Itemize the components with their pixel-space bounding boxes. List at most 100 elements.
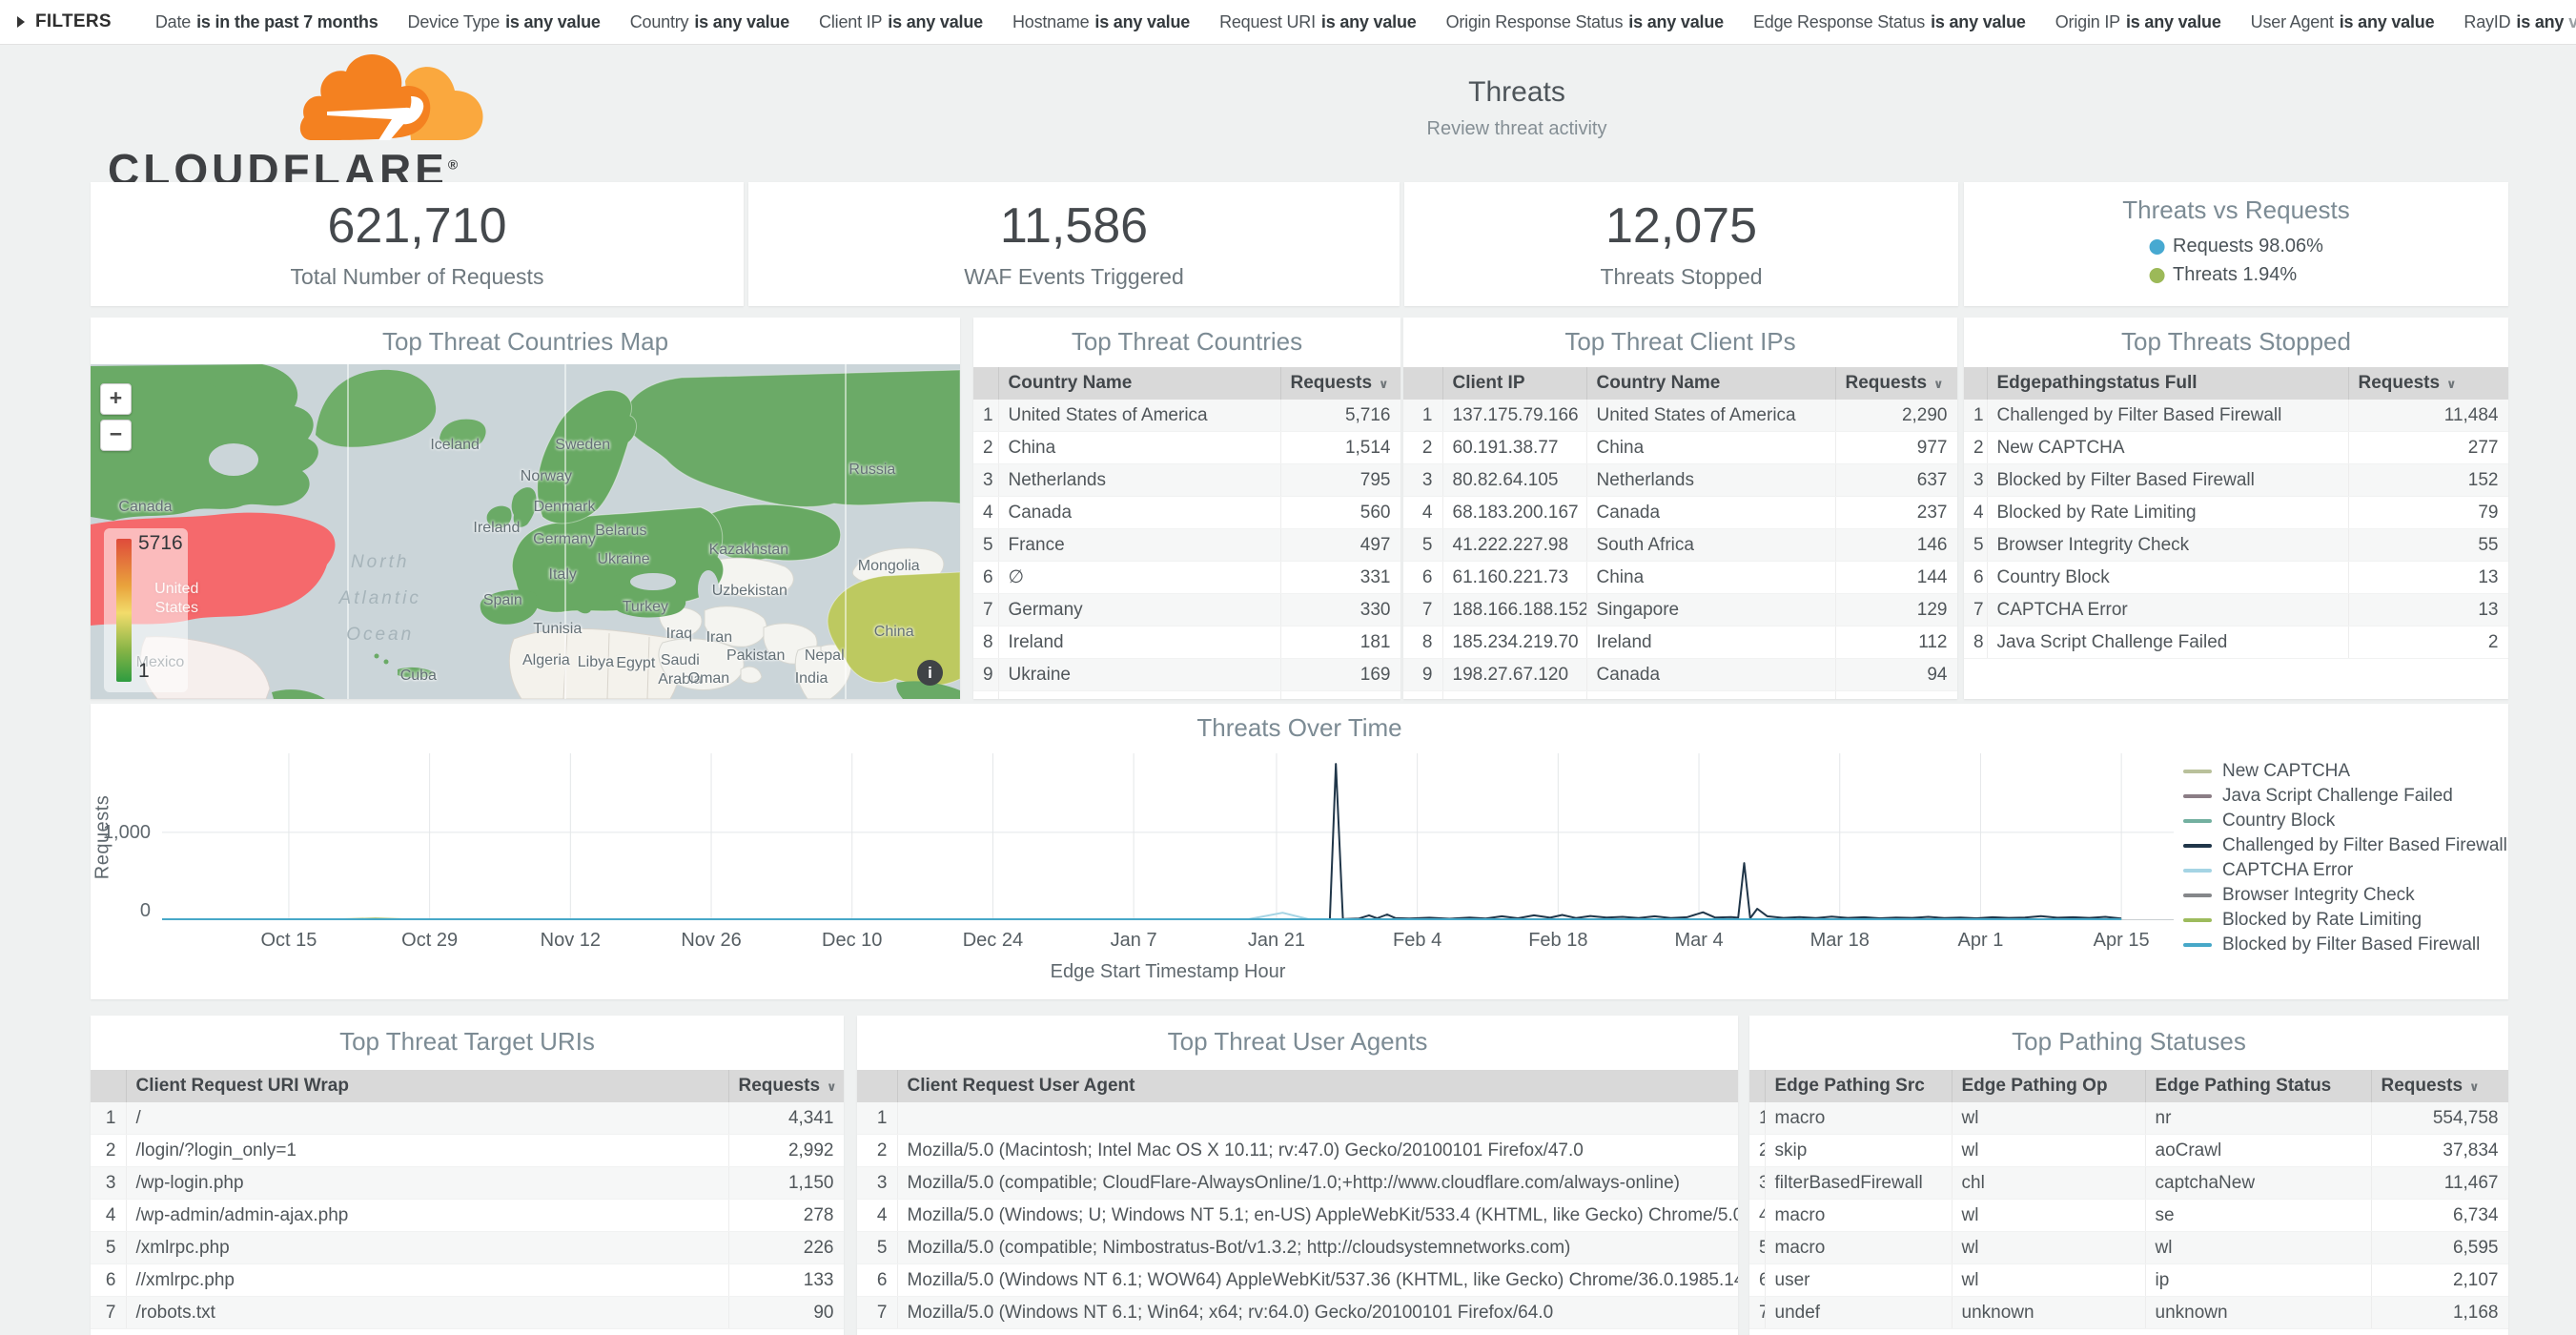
table-row[interactable]: 7 undef unknown unknown 1,168 — [1749, 1296, 2508, 1329]
table-row[interactable]: 7 188.166.188.152 Singapore 129 — [1403, 593, 1957, 626]
table-row[interactable]: 4 /wp-admin/admin-ajax.php 278 — [91, 1199, 844, 1232]
page-subtitle: Review threat activity — [1426, 118, 1607, 139]
table-row[interactable]: 3 Blocked by Filter Based Firewall 152 — [1964, 463, 2508, 497]
table-row[interactable]: 3 filterBasedFirewall chl captchaNew 11,… — [1749, 1166, 2508, 1200]
table-row[interactable]: 3 /wp-login.php 1,150 — [91, 1166, 844, 1200]
table-row[interactable]: 2 60.191.38.77 China 977 — [1403, 431, 1957, 464]
column-header[interactable]: Country Name — [1586, 367, 1836, 400]
filter-chip[interactable]: Date is in the past 7 months — [154, 11, 378, 31]
table-row[interactable]: 4 macro wl se 6,734 — [1749, 1199, 2508, 1232]
table-row[interactable]: 5 /xmlrpc.php 226 — [91, 1231, 844, 1264]
threat-map-card: Top Threat Countries Map — [91, 318, 960, 699]
filter-chip[interactable]: Client IP is any value — [819, 11, 983, 31]
legend-item[interactable]: Threats 1.94% — [2149, 264, 2323, 286]
chart-legend-item[interactable]: Blocked by Rate Limiting — [2183, 908, 2507, 933]
filter-chip[interactable]: Request URI is any value — [1219, 11, 1417, 31]
column-header[interactable]: Client IP — [1442, 367, 1587, 400]
table-row[interactable]: 5 41.222.227.98 South Africa 146 — [1403, 528, 1957, 562]
chart-legend-item[interactable]: Challenged by Filter Based Firewall — [2183, 833, 2507, 858]
table-row[interactable]: 6 Country Block 13 — [1964, 561, 2508, 594]
table-row[interactable]: 5 France 497 — [973, 528, 1400, 562]
legend-item[interactable]: Requests 98.06% — [2149, 236, 2323, 257]
table-row[interactable]: 1 137.175.79.166 United States of Americ… — [1403, 400, 1957, 432]
sort-caret-icon: ∨ — [2469, 1079, 2480, 1094]
table-row[interactable]: 6 ∅ 331 — [973, 561, 1400, 594]
table-row[interactable]: 7 Germany 330 — [973, 593, 1400, 626]
column-header-sortable[interactable]: Requests ∨ — [2348, 367, 2508, 400]
filter-chip[interactable]: Hostname is any value — [1012, 11, 1191, 31]
x-tick-label: Dec 24 — [962, 930, 1024, 951]
table-row[interactable]: 2 skip wl aoCrawl 37,834 — [1749, 1134, 2508, 1167]
table-row[interactable]: 7 Mozilla/5.0 (Windows NT 6.1; Win64; x6… — [857, 1296, 1738, 1329]
table-row[interactable]: 4 Mozilla/5.0 (Windows; U; Windows NT 5.… — [857, 1199, 1738, 1232]
column-header[interactable]: Country Name — [998, 367, 1281, 400]
table-row[interactable]: 9 198.27.67.120 Canada 94 — [1403, 658, 1957, 691]
filter-chip[interactable]: Device Type is any value — [407, 11, 601, 31]
table-row[interactable]: 1 / 4,341 — [91, 1102, 844, 1135]
chart-legend-item[interactable]: Blocked by Filter Based Firewall — [2183, 933, 2507, 957]
column-header-sortable[interactable]: Requests ∨ — [1835, 367, 1957, 400]
y-tick-label: 0 — [139, 900, 151, 921]
table-row[interactable]: 5 macro wl wl 6,595 — [1749, 1231, 2508, 1264]
table-row[interactable]: 2 /login/?login_only=1 2,992 — [91, 1134, 844, 1167]
table-row[interactable]: 6 //xmlrpc.php 133 — [91, 1263, 844, 1297]
y-tick-label: 1,000 — [102, 822, 151, 843]
table-row[interactable]: 3 Mozilla/5.0 (compatible; CloudFlare-Al… — [857, 1166, 1738, 1200]
card-title: Threats vs Requests — [2122, 195, 2350, 224]
table-row[interactable]: 2 China 1,514 — [973, 431, 1400, 464]
column-header[interactable]: Edge Pathing Src — [1765, 1070, 1952, 1102]
table-row[interactable]: 4 68.183.200.167 Canada 237 — [1403, 496, 1957, 529]
column-header[interactable]: Edge Pathing Status — [2145, 1070, 2372, 1102]
table-row[interactable]: 5 Mozilla/5.0 (compatible; Nimbostratus-… — [857, 1231, 1738, 1264]
map-zoom-in-button[interactable]: + — [100, 383, 132, 415]
table-row[interactable]: 8 Java Script Challenge Failed 2 — [1964, 626, 2508, 659]
table-row[interactable]: 1 United States of America 5,716 — [973, 400, 1400, 432]
table-row[interactable]: 7 /robots.txt 90 — [91, 1296, 844, 1329]
filter-chip[interactable]: Edge Response Status is any value — [1752, 11, 2026, 31]
table-row[interactable]: 4 Blocked by Rate Limiting 79 — [1964, 496, 2508, 529]
filter-chip[interactable]: Country is any value — [629, 11, 790, 31]
table-row[interactable]: 8 Ireland 181 — [973, 626, 1400, 659]
column-header-sortable[interactable]: Requests ∨ — [728, 1070, 844, 1102]
chart-legend-item[interactable]: New CAPTCHA — [2183, 759, 2507, 784]
column-header-sortable[interactable]: Requests ∨ — [2371, 1070, 2508, 1102]
table-row[interactable]: 7 CAPTCHA Error 13 — [1964, 593, 2508, 626]
map-zoom-out-button[interactable]: − — [100, 420, 132, 451]
table-row[interactable]: 1 Challenged by Filter Based Firewall 11… — [1964, 400, 2508, 432]
table-row[interactable]: 8 185.234.219.70 Ireland 112 — [1403, 626, 1957, 659]
map-info-button[interactable]: i — [917, 660, 943, 686]
table-row[interactable]: 10 61.160.247.127 China 88 — [1403, 690, 1957, 699]
table-row[interactable]: 3 Netherlands 795 — [973, 463, 1400, 497]
column-header[interactable]: Client Request User Agent — [897, 1070, 1738, 1102]
column-header[interactable]: Client Request URI Wrap — [126, 1070, 729, 1102]
filters-toggle[interactable]: FILTERS — [17, 11, 112, 32]
table-row[interactable]: 2 Mozilla/5.0 (Macintosh; Intel Mac OS X… — [857, 1134, 1738, 1167]
column-header[interactable]: Edge Pathing Op — [1952, 1070, 2146, 1102]
table-row[interactable]: 4 Canada 560 — [973, 496, 1400, 529]
table-row[interactable]: 1 macro wl nr 554,758 — [1749, 1102, 2508, 1135]
chart-legend-item[interactable]: Country Block — [2183, 809, 2507, 833]
table-row[interactable]: 9 Ukraine 169 — [973, 658, 1400, 691]
chart-legend-item[interactable]: CAPTCHA Error — [2183, 858, 2507, 883]
table-row[interactable]: 6 user wl ip 2,107 — [1749, 1263, 2508, 1297]
column-header[interactable]: Edgepathingstatus Full — [1987, 367, 2349, 400]
legend-dot-icon — [2149, 238, 2165, 255]
table-row[interactable]: 6 Mozilla/5.0 (Windows NT 6.1; WOW64) Ap… — [857, 1263, 1738, 1297]
x-axis-title: Edge Start Timestamp Hour — [1050, 961, 1286, 982]
world-map[interactable]: Canada United States Mexico Cuba Iceland… — [91, 364, 960, 699]
table-row[interactable]: 1 — [857, 1102, 1738, 1135]
chart-legend-item[interactable]: Browser Integrity Check — [2183, 883, 2507, 908]
x-tick-label: Jan 21 — [1247, 930, 1305, 951]
table-row[interactable]: 6 61.160.221.73 China 144 — [1403, 561, 1957, 594]
table-row[interactable]: 5 Browser Integrity Check 55 — [1964, 528, 2508, 562]
filter-chip[interactable]: Origin IP is any value — [2055, 11, 2221, 31]
table-row[interactable]: 3 80.82.64.105 Netherlands 637 — [1403, 463, 1957, 497]
table-row[interactable]: 10 Singapore 158 — [973, 690, 1400, 699]
filter-chip[interactable]: User Agent is any value — [2250, 11, 2435, 31]
table-row[interactable]: 2 New CAPTCHA 277 — [1964, 431, 2508, 464]
column-header-sortable[interactable]: Requests ∨ — [1280, 367, 1400, 400]
chart-legend-item[interactable]: Java Script Challenge Failed — [2183, 784, 2507, 809]
filter-chip[interactable]: Origin Response Status is any value — [1445, 11, 1725, 31]
x-tick-label: Nov 26 — [681, 930, 742, 951]
